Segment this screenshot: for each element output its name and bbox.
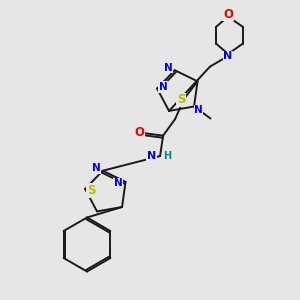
Text: N: N (164, 63, 172, 73)
Text: N: N (92, 163, 100, 173)
Text: S: S (177, 94, 185, 106)
Text: O: O (134, 126, 144, 139)
Text: H: H (164, 151, 172, 161)
Text: S: S (87, 184, 95, 197)
Text: N: N (194, 105, 203, 115)
Text: O: O (223, 8, 233, 21)
Text: N: N (224, 51, 232, 61)
Text: N: N (114, 178, 122, 188)
Text: N: N (159, 82, 167, 92)
Text: N: N (147, 151, 156, 161)
